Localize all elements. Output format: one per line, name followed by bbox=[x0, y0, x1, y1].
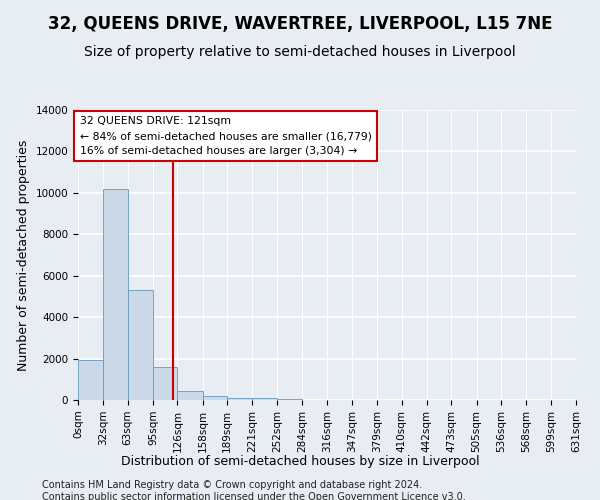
Bar bbox=[153, 367, 178, 400]
Bar bbox=[103, 188, 128, 400]
Y-axis label: Number of semi-detached properties: Number of semi-detached properties bbox=[17, 140, 30, 370]
Bar bbox=[128, 290, 153, 400]
Bar bbox=[78, 360, 103, 400]
Text: Contains public sector information licensed under the Open Government Licence v3: Contains public sector information licen… bbox=[42, 492, 466, 500]
Bar bbox=[227, 398, 253, 400]
Bar bbox=[178, 390, 203, 400]
Text: Distribution of semi-detached houses by size in Liverpool: Distribution of semi-detached houses by … bbox=[121, 455, 479, 468]
Text: 32, QUEENS DRIVE, WAVERTREE, LIVERPOOL, L15 7NE: 32, QUEENS DRIVE, WAVERTREE, LIVERPOOL, … bbox=[48, 15, 552, 33]
Bar bbox=[277, 399, 302, 400]
Text: Contains HM Land Registry data © Crown copyright and database right 2024.: Contains HM Land Registry data © Crown c… bbox=[42, 480, 422, 490]
Text: Size of property relative to semi-detached houses in Liverpool: Size of property relative to semi-detach… bbox=[84, 45, 516, 59]
Bar bbox=[203, 396, 227, 400]
Bar bbox=[253, 398, 277, 400]
Text: 32 QUEENS DRIVE: 121sqm
← 84% of semi-detached houses are smaller (16,779)
16% o: 32 QUEENS DRIVE: 121sqm ← 84% of semi-de… bbox=[80, 116, 371, 156]
